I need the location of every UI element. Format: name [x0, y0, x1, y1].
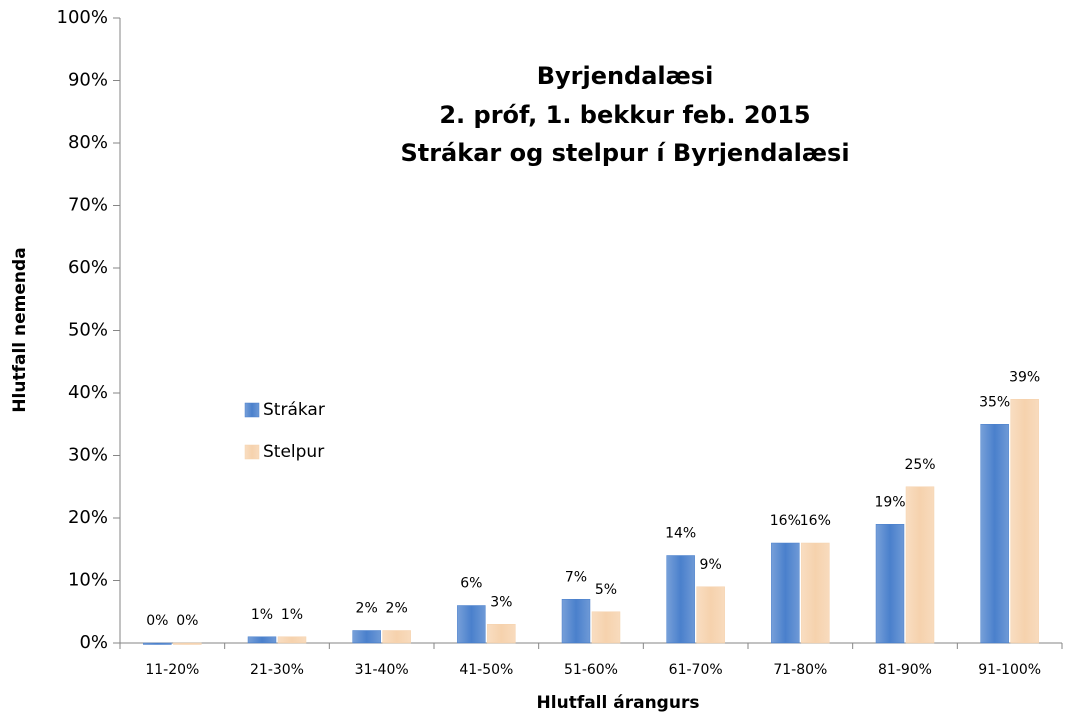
data-label: 0% — [176, 613, 198, 629]
y-tick-label: 70% — [68, 195, 108, 216]
bar — [247, 636, 277, 644]
bar — [173, 642, 202, 645]
data-label: 2% — [386, 601, 408, 617]
legend-swatch — [244, 444, 260, 460]
data-label: 6% — [460, 576, 482, 592]
y-tick-label: 20% — [68, 507, 108, 528]
x-tick-label: 81-90% — [878, 662, 932, 678]
bar — [277, 636, 307, 644]
data-label: 16% — [770, 513, 801, 529]
data-label: 7% — [565, 569, 587, 585]
y-tick-label: 80% — [68, 132, 108, 153]
x-axis-title: Hlutfall árangurs — [537, 693, 700, 713]
data-label: 5% — [595, 582, 617, 598]
y-tick-label: 10% — [68, 570, 108, 591]
data-label: 2% — [356, 601, 378, 617]
chart-title: Byrjendalæsi — [537, 62, 714, 90]
chart-title: 2. próf, 1. bekkur feb. 2015 — [439, 101, 810, 129]
data-label: 35% — [979, 394, 1010, 410]
bar — [561, 599, 591, 644]
y-tick-label: 30% — [68, 445, 108, 466]
x-tick-label: 41-50% — [459, 662, 513, 678]
y-tick-label: 40% — [68, 382, 108, 403]
data-label: 9% — [700, 557, 722, 573]
y-axis-title: Hlutfall nemenda — [10, 247, 30, 412]
data-label: 16% — [800, 513, 831, 529]
data-label: 3% — [490, 594, 512, 610]
bar — [143, 642, 172, 645]
x-tick-label: 11-20% — [145, 662, 199, 678]
y-tick-label: 100% — [57, 7, 108, 28]
bar — [771, 542, 800, 644]
x-tick-label: 71-80% — [773, 662, 827, 678]
bar — [457, 605, 486, 644]
bar — [382, 630, 411, 644]
y-tick-label: 50% — [68, 320, 108, 341]
data-label: 39% — [1009, 369, 1040, 385]
legend-swatch — [244, 402, 260, 418]
legend-label: Stelpur — [263, 442, 324, 462]
x-tick-label: 61-70% — [669, 662, 723, 678]
bar — [801, 542, 830, 644]
data-label: 19% — [874, 494, 905, 510]
x-tick-label: 91-100% — [978, 662, 1041, 678]
bar — [980, 424, 1009, 644]
y-tick-label: 60% — [68, 257, 108, 278]
bar — [591, 611, 621, 644]
data-label: 25% — [904, 457, 935, 473]
chart-title: Strákar og stelpur í Byrjendalæsi — [400, 139, 849, 167]
x-tick-label: 21-30% — [250, 662, 304, 678]
x-tick-label: 51-60% — [564, 662, 618, 678]
bar — [487, 624, 516, 644]
bar — [1010, 399, 1039, 644]
bar — [875, 524, 905, 644]
y-tick-label: 90% — [68, 70, 108, 91]
data-label: 0% — [146, 613, 168, 629]
x-tick-label: 31-40% — [355, 662, 409, 678]
legend-label: Strákar — [263, 400, 325, 420]
bar — [696, 586, 725, 644]
data-label: 1% — [251, 607, 273, 623]
y-tick-label: 0% — [79, 632, 108, 653]
data-label: 14% — [665, 526, 696, 542]
bar — [352, 630, 381, 644]
bar — [905, 486, 935, 644]
bar — [666, 555, 695, 644]
data-label: 1% — [281, 607, 303, 623]
